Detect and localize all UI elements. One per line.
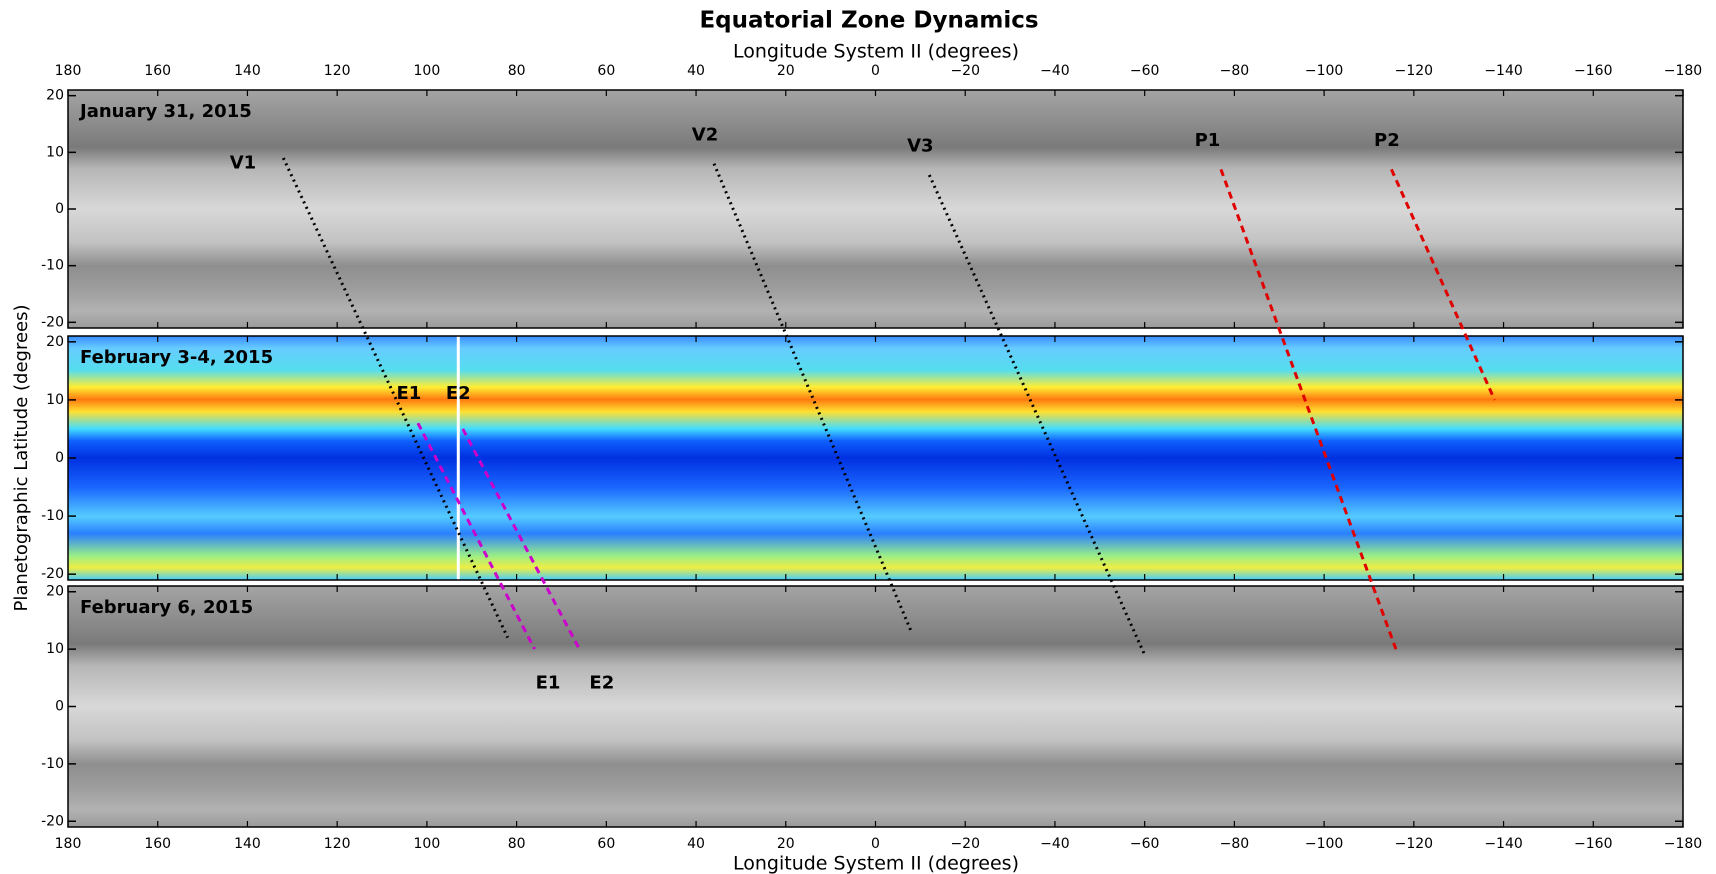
y-tick-label: -20 (41, 314, 64, 330)
x-tick-label: 180 (55, 63, 82, 79)
x-tick-label: −60 (1130, 63, 1160, 79)
x-tick-label: 100 (414, 836, 441, 852)
x-tick-label: −180 (1664, 63, 1702, 79)
feature-label: V3 (907, 136, 933, 157)
x-axis-label-top: Longitude System II (degrees) (733, 41, 1019, 63)
y-tick-label: 10 (46, 641, 64, 657)
y-tick-label: 20 (46, 584, 64, 600)
x-tick-label: −40 (1040, 836, 1070, 852)
panel-label: February 6, 2015 (80, 597, 253, 618)
x-tick-label: −80 (1220, 63, 1250, 79)
feature-track (1219, 168, 1398, 650)
x-tick-label: 100 (414, 63, 441, 79)
x-tick-label: −160 (1574, 836, 1612, 852)
y-tick-label: -20 (41, 813, 64, 829)
feature-track (1390, 168, 1496, 401)
y-axis-label: Planetographic Latitude (degrees) (11, 304, 32, 611)
x-tick-label: −140 (1484, 836, 1522, 852)
feature-label: E2 (446, 383, 471, 404)
feature-label: P2 (1374, 130, 1400, 151)
x-tick-label: 140 (234, 836, 261, 852)
x-tick-label: −100 (1305, 836, 1343, 852)
feature-label: V2 (692, 124, 718, 145)
x-tick-label: 180 (55, 836, 82, 852)
chart-title: Equatorial Zone Dynamics (699, 8, 1038, 34)
x-tick-label: 60 (597, 63, 615, 79)
x-tick-label: −40 (1040, 63, 1070, 79)
x-tick-label: 20 (777, 836, 795, 852)
panel-image (68, 90, 1683, 328)
feature-track (461, 428, 581, 650)
x-tick-label: −100 (1305, 63, 1343, 79)
y-tick-label: -20 (41, 566, 64, 582)
x-tick-label: −180 (1664, 836, 1702, 852)
x-tick-label: −20 (950, 63, 980, 79)
x-axis-label: Longitude System II (degrees) (733, 853, 1019, 874)
y-tick-label: 0 (55, 201, 64, 217)
feature-track (927, 174, 1147, 656)
panel-image (68, 336, 1683, 580)
panel-image (68, 586, 1683, 827)
feature-label: E1 (397, 383, 422, 404)
x-tick-label: 120 (324, 836, 351, 852)
y-tick-label: 20 (46, 88, 64, 104)
x-tick-label: 160 (144, 836, 171, 852)
panel-label: January 31, 2015 (78, 101, 252, 122)
y-tick-label: -10 (41, 258, 64, 274)
feature-label: P1 (1195, 130, 1221, 151)
x-tick-label: 80 (508, 836, 526, 852)
x-tick-label: 40 (687, 63, 705, 79)
x-tick-label: 0 (871, 63, 880, 79)
x-tick-label: −160 (1574, 63, 1612, 79)
y-tick-label: 20 (46, 334, 64, 350)
x-tick-label: 160 (144, 63, 171, 79)
x-tick-label: −120 (1395, 63, 1433, 79)
x-tick-label: −80 (1220, 836, 1250, 852)
y-tick-label: -10 (41, 508, 64, 524)
y-tick-label: 10 (46, 144, 64, 160)
feature-track (281, 157, 509, 639)
x-tick-label: 80 (508, 63, 526, 79)
feature-track (416, 422, 536, 650)
x-tick-label: 0 (871, 836, 880, 852)
feature-label: E1 (536, 673, 561, 694)
y-tick-label: 10 (46, 392, 64, 408)
x-tick-label: 140 (234, 63, 261, 79)
panel-label: February 3-4, 2015 (80, 347, 273, 368)
feature-label: V1 (230, 153, 256, 174)
x-tick-label: 120 (324, 63, 351, 79)
x-tick-label: −60 (1130, 836, 1160, 852)
x-tick-label: −20 (950, 836, 980, 852)
x-tick-label: −120 (1395, 836, 1433, 852)
x-tick-label: −140 (1484, 63, 1522, 79)
x-tick-label: 20 (777, 63, 795, 79)
y-tick-label: 0 (55, 699, 64, 715)
y-tick-label: -10 (41, 756, 64, 772)
feature-track (712, 163, 913, 633)
x-tick-label: 60 (597, 836, 615, 852)
y-tick-label: 0 (55, 450, 64, 466)
x-tick-label: 40 (687, 836, 705, 852)
feature-label: E2 (589, 673, 614, 694)
